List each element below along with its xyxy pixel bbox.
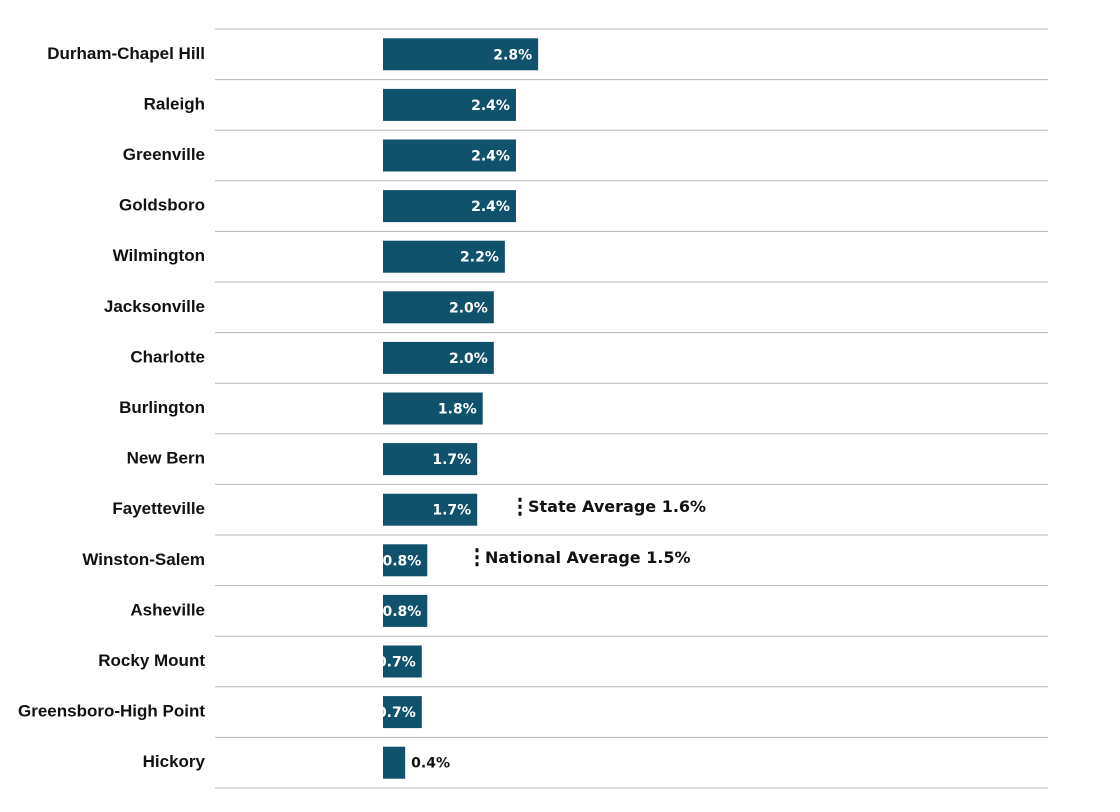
bar [383,88,516,121]
category-label: Goldsboro [119,196,205,215]
category-label: Fayetteville [112,499,205,518]
category-label: Charlotte [130,347,205,366]
value-label: 2.0% [449,351,488,367]
bar [383,493,478,526]
bar [383,443,478,476]
value-label: 2.0% [449,300,488,316]
bar [383,341,494,374]
bar [383,392,483,425]
value-label: 0.8% [382,604,421,620]
bar [383,240,505,273]
value-label: 0.4% [411,756,450,772]
bar [383,645,422,678]
bar [383,544,428,577]
category-label: Winston-Salem [82,550,205,569]
bar [383,746,406,779]
category-label: Wilmington [113,246,205,265]
category-label: Greenville [123,145,205,164]
value-label: 1.8% [438,402,477,418]
bar [383,38,539,71]
value-label: 2.4% [471,199,510,215]
category-label: Jacksonville [104,297,205,316]
value-label: 0.8% [382,553,421,569]
value-label: 2.4% [471,149,510,165]
category-label: Rocky Mount [98,651,205,670]
value-label: 2.8% [493,47,532,63]
value-label: 0.7% [377,705,416,721]
category-label: New Bern [127,449,205,468]
annotation-label: National Average 1.5% [485,548,691,567]
bar [383,291,494,324]
category-label: Asheville [130,600,205,619]
category-label: Durham-Chapel Hill [47,44,205,63]
value-label: 2.4% [471,98,510,114]
value-label: 0.7% [377,655,416,671]
value-label: 1.7% [432,452,471,468]
category-label: Greensboro-High Point [18,702,205,721]
bar [383,139,516,172]
bar [383,594,428,627]
bar [383,696,422,729]
category-label: Raleigh [144,94,205,113]
category-label: Hickory [143,752,206,771]
value-label: 1.7% [432,503,471,519]
category-label: Burlington [119,398,205,417]
annotation-label: State Average 1.6% [528,497,706,516]
bar [383,190,516,223]
value-label: 2.2% [460,250,499,266]
